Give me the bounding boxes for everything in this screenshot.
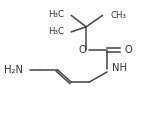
Text: H₂N: H₂N [4, 65, 23, 75]
Text: H₃C: H₃C [48, 27, 64, 36]
Text: O: O [124, 45, 132, 55]
Text: NH: NH [112, 63, 127, 73]
Text: H₃C: H₃C [48, 10, 64, 19]
Text: O: O [79, 45, 87, 55]
Text: CH₃: CH₃ [111, 11, 127, 20]
